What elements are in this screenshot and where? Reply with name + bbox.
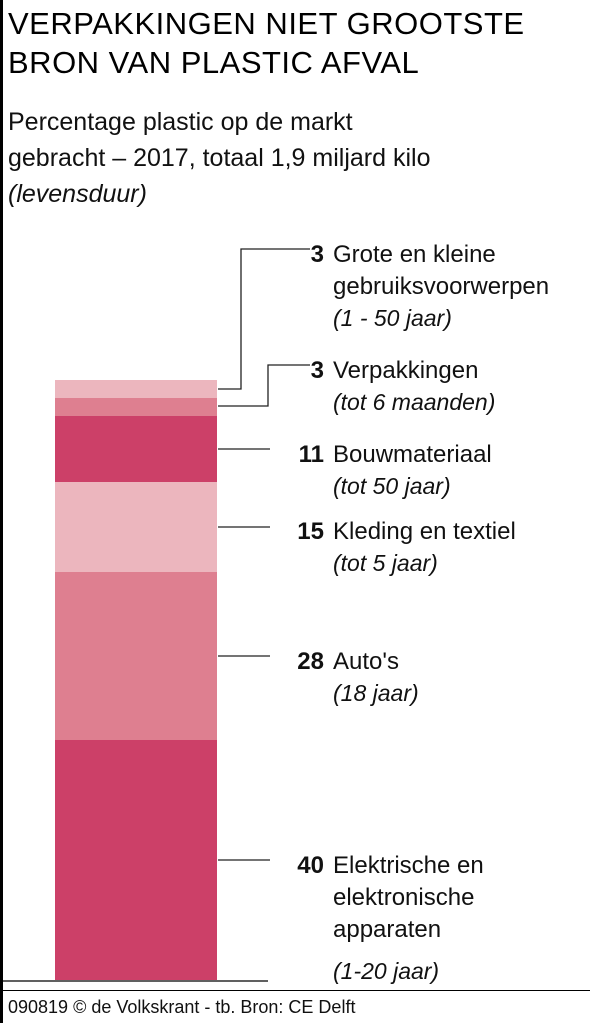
- title-line-1: VERPAKKINGEN NIET GROOTSTE: [8, 6, 525, 41]
- bar-segment-1: [55, 740, 217, 980]
- stacked-bar-chart: 40 Elektrische en elektronische apparaten (1…: [3, 241, 549, 984]
- category-label-6-line-2: gebruiksvoorwerpen: [333, 273, 549, 300]
- category-label-1-line-1: Elektrische en: [333, 852, 484, 879]
- bar-segment-4: [55, 416, 217, 482]
- leader-line-6: [218, 248, 310, 390]
- chart-subtitle: Percentage plastic op de markt gebracht …: [8, 104, 588, 212]
- value-label-1: 40: [297, 852, 324, 879]
- category-label-4-line-1: Bouwmateriaal: [333, 441, 492, 468]
- footer-credit: 090819 © de Volkskrant - tb. Bron: CE De…: [8, 997, 356, 1017]
- category-label-1-line-3: apparaten: [333, 916, 441, 943]
- bar-segment-3: [55, 482, 217, 572]
- lifespan-label-4: (tot 50 jaar): [333, 473, 451, 499]
- category-label-3-line-1: Kleding en textiel: [333, 518, 516, 545]
- category-label-1-line-2: elektronische: [333, 884, 474, 911]
- category-label-2-line-1: Auto's: [333, 648, 399, 675]
- bar-segment-2: [55, 572, 217, 740]
- bar-segment-5: [55, 398, 217, 416]
- footer-divider: [3, 990, 590, 991]
- value-label-4: 11: [299, 441, 324, 468]
- value-label-5: 3: [311, 357, 324, 384]
- lifespan-label-3: (tot 5 jaar): [333, 550, 438, 576]
- value-label-2: 28: [297, 648, 324, 675]
- title-line-2: BRON VAN PLASTIC AFVAL: [8, 45, 420, 80]
- subtitle-line-1: Percentage plastic op de markt: [8, 108, 353, 136]
- lifespan-label-5: (tot 6 maanden): [333, 389, 495, 415]
- bar-segment-6: [55, 380, 217, 398]
- subtitle-line-2: gebracht – 2017, totaal 1,9 miljard kilo: [8, 144, 431, 172]
- category-label-6-line-1: Grote en kleine: [333, 241, 496, 268]
- category-label-5-line-1: Verpakkingen: [333, 357, 478, 384]
- frame-border: [0, 0, 3, 1023]
- value-label-3: 15: [297, 518, 324, 545]
- chart-title: VERPAKKINGEN NIET GROOTSTE BRON VAN PLAS…: [8, 4, 588, 82]
- subtitle-note: (levensduur): [8, 180, 147, 208]
- lifespan-label-2: (18 jaar): [333, 680, 419, 706]
- lifespan-label-6: (1 - 50 jaar): [333, 305, 452, 331]
- lifespan-label-1: (1-20 jaar): [333, 958, 439, 984]
- value-label-6: 3: [311, 241, 324, 268]
- leader-line-5: [218, 364, 310, 407]
